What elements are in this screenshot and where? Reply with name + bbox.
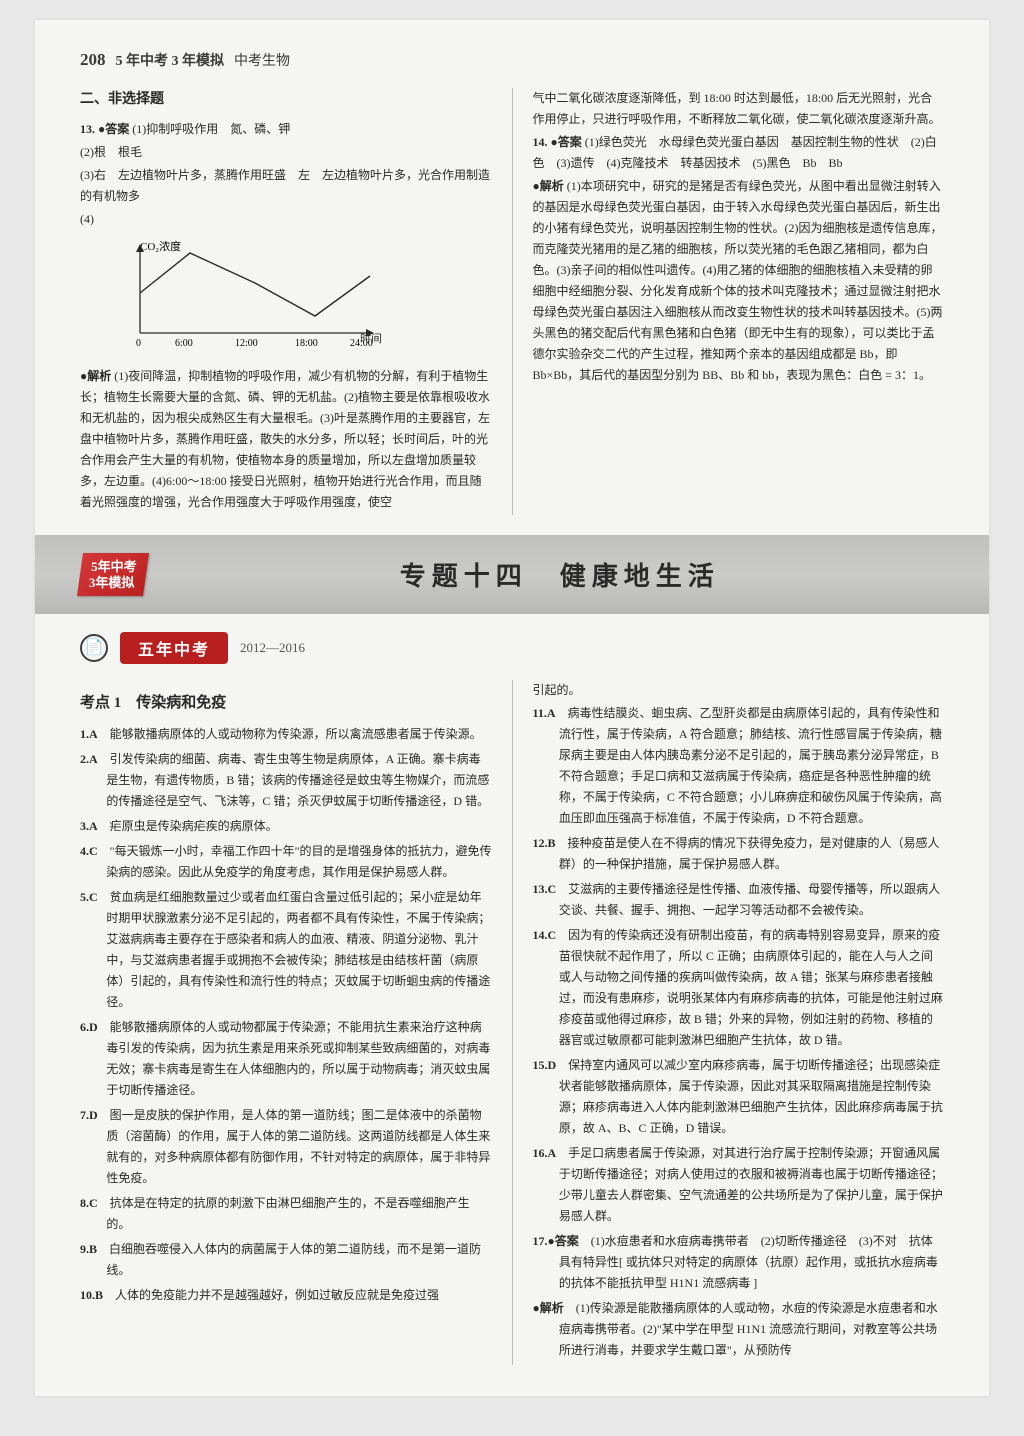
list-item: ●解析 (1)传染源是能散播病原体的人或动物，水痘的传染源是水痘患者和水痘病毒携… [533,1298,945,1361]
list-item: 8.C 抗体是在特定的抗原的刺激下由淋巴细胞产生的，不是吞噬细胞产生的。 [80,1193,492,1235]
years-range: 2012—2016 [240,640,305,656]
q13-a3: (3)右 左边植物叶片多，蒸腾作用旺盛 左 左边植物叶片多，光合作用制造的有机物… [80,165,492,207]
col-divider [512,88,513,515]
q14-jiexi: ●解析 (1)本项研究中，研究的是猪是否有绿色荧光，从图中看出显微注射转入的基因… [533,176,945,386]
svg-text:0: 0 [136,338,141,349]
list-item: 12.B 接种疫苗是使人在不得病的情况下获得免疫力，是对健康的人（易感人群）的一… [533,833,945,875]
intro-cont: 引起的。 [533,680,945,701]
lower-left-col: 考点 1 传染病和免疫 1.A 能够散播病原体的人或动物称为传染源，所以禽流感患… [80,680,492,1365]
q13-num: 13. [80,122,95,136]
page-number: 208 [80,50,106,70]
q14-num: 14. [533,135,548,149]
list-item: 14.C 因为有的传染病还没有研制出疫苗，有的病毒特别容易变异，原来的疫苗很快就… [533,925,945,1051]
q13-a1: (1)抑制呼吸作用 氮、磷、钾 [132,122,290,136]
x-label-text: 时间 [360,330,382,349]
upper-right-col: 气中二氧化碳浓度逐渐降低，到 18:00 时达到最低，18:00 后无光照射，光… [533,88,945,515]
list-item: 16.A 手足口病患者属于传染源，对其进行治疗属于控制传染源；开窗通风属于切断传… [533,1143,945,1227]
doc-icon: 📄 [80,634,108,662]
svg-text:18:00: 18:00 [295,338,318,349]
list-item: 11.A 病毒性结膜炎、蛔虫病、乙型肝炎都是由病原体引起的，具有传染性和流行性，… [533,703,945,829]
list-item: 4.C "每天锻炼一小时，幸福工作四十年"的目的是增强身体的抵抗力，避免传染病的… [80,841,492,883]
jiexi-body: (1)本项研究中，研究的是猪是否有绿色荧光，从图中看出显微注射转入的基因是水母绿… [533,179,943,382]
q13-jiexi: ●解析 (1)夜间降温，抑制植物的呼吸作用，减少有机物的分解，有利于植物生长；植… [80,366,492,513]
list-item: 17.●答案 (1)水痘患者和水痘病毒携带者 (2)切断传播途径 (3)不对 抗… [533,1231,945,1294]
q13-a2: (2)根 根毛 [80,142,492,163]
list-item: 5.C 贫血病是红细胞数量过少或者血红蛋白含量过低引起的；呆小症是幼年时期甲状腺… [80,887,492,1013]
badge-line1: 5年中考 [91,559,137,575]
col-divider [512,680,513,1365]
five-year-row: 📄 五年中考 2012—2016 [80,632,944,664]
q13-a4: (4) [80,209,492,230]
svg-text:12:00: 12:00 [235,338,258,349]
list-item: 6.D 能够散播病原体的人或动物都属于传染源；不能用抗生素来治疗这种病毒引发的传… [80,1017,492,1101]
banner-title: 专题十四 健康地生活 [176,556,944,593]
list-item: 1.A 能够散播病原体的人或动物称为传染源，所以禽流感患者属于传染源。 [80,724,492,745]
q14-a1: (1)绿色荧光 水母绿色荧光蛋白基因 基因控制生物的性状 (2)白色 (3)遗传… [533,135,937,170]
cont-text: 气中二氧化碳浓度逐渐降低，到 18:00 时达到最低，18:00 后无光照射，光… [533,88,945,130]
five-year-pill: 五年中考 [120,632,228,664]
jiexi-circle-icon: ● [533,179,540,193]
list-item: 9.B 白细胞吞噬侵入人体内的病菌属于人体的第二道防线，而不是第一道防线。 [80,1239,492,1281]
list-item: 3.A 疟原虫是传染病疟疾的病原体。 [80,816,492,837]
answer-circle-icon: ● [551,135,558,149]
section-heading: 二、非选择题 [80,88,492,113]
upper-columns: 二、非选择题 13. ●答案 (1)抑制呼吸作用 氮、磷、钾 (2)根 根毛 (… [80,88,944,515]
jiexi-tag: 解析 [540,179,564,193]
kaodian-heading: 考点 1 传染病和免疫 [80,690,492,716]
answer-tag: 答案 [558,135,582,149]
lower-columns: 考点 1 传染病和免疫 1.A 能够散播病原体的人或动物称为传染源，所以禽流感患… [80,680,944,1365]
jiexi-tag: 解析 [87,369,111,383]
badge-line2: 3年模拟 [89,574,135,590]
list-item: 15.D 保持室内通风可以减少室内麻疹病毒，属于切断传播途径；出现感染症状者能够… [533,1055,945,1139]
svg-text:6:00: 6:00 [175,338,193,349]
lower-left-list: 1.A 能够散播病原体的人或动物称为传染源，所以禽流感患者属于传染源。 2.A 引… [80,724,492,1306]
section-banner: 5年中考 3年模拟 专题十四 健康地生活 [35,535,989,614]
list-item: 2.A 引发传染病的细菌、病毒、寄生虫等生物是病原体，A 正确。寨卡病毒是生物，… [80,749,492,812]
banner-badge: 5年中考 3年模拟 [77,553,149,596]
y-axis-label: CO₂浓度 [140,239,181,253]
list-item: 10.B 人体的免疫能力并不是越强越好，例如过敏反应就是免疫过强 [80,1285,492,1306]
page: 208 5 年中考 3 年模拟 中考生物 二、非选择题 13. ●答案 (1)抑… [35,20,989,1396]
page-header: 208 5 年中考 3 年模拟 中考生物 [80,50,944,70]
upper-left-col: 二、非选择题 13. ●答案 (1)抑制呼吸作用 氮、磷、钾 (2)根 根毛 (… [80,88,492,515]
co2-chart: CO₂浓度 0 6:00 12:00 18:00 24:00 时间 [120,238,360,358]
jiexi-body: (1)夜间降温，抑制植物的呼吸作用，减少有机物的分解，有利于植物生长；植物生长需… [80,369,490,509]
book-title: 5 年中考 3 年模拟 [116,50,225,70]
q14-line: 14. ●答案 (1)绿色荧光 水母绿色荧光蛋白基因 基因控制生物的性状 (2)… [533,132,945,174]
list-item: 13.C 艾滋病的主要传播途径是性传播、血液传播、母婴传播等，所以跟病人交谈、共… [533,879,945,921]
book-subject: 中考生物 [234,50,290,70]
list-item: 7.D 图一是皮肤的保护作用，是人体的第一道防线；图二是体液中的杀菌物质（溶菌酶… [80,1105,492,1189]
lower-right-list: 11.A 病毒性结膜炎、蛔虫病、乙型肝炎都是由病原体引起的，具有传染性和流行性，… [533,703,945,1361]
answer-tag: 答案 [105,122,129,136]
q13-line1: 13. ●答案 (1)抑制呼吸作用 氮、磷、钾 [80,119,492,140]
lower-right-col: 引起的。 11.A 病毒性结膜炎、蛔虫病、乙型肝炎都是由病原体引起的，具有传染性… [533,680,945,1365]
